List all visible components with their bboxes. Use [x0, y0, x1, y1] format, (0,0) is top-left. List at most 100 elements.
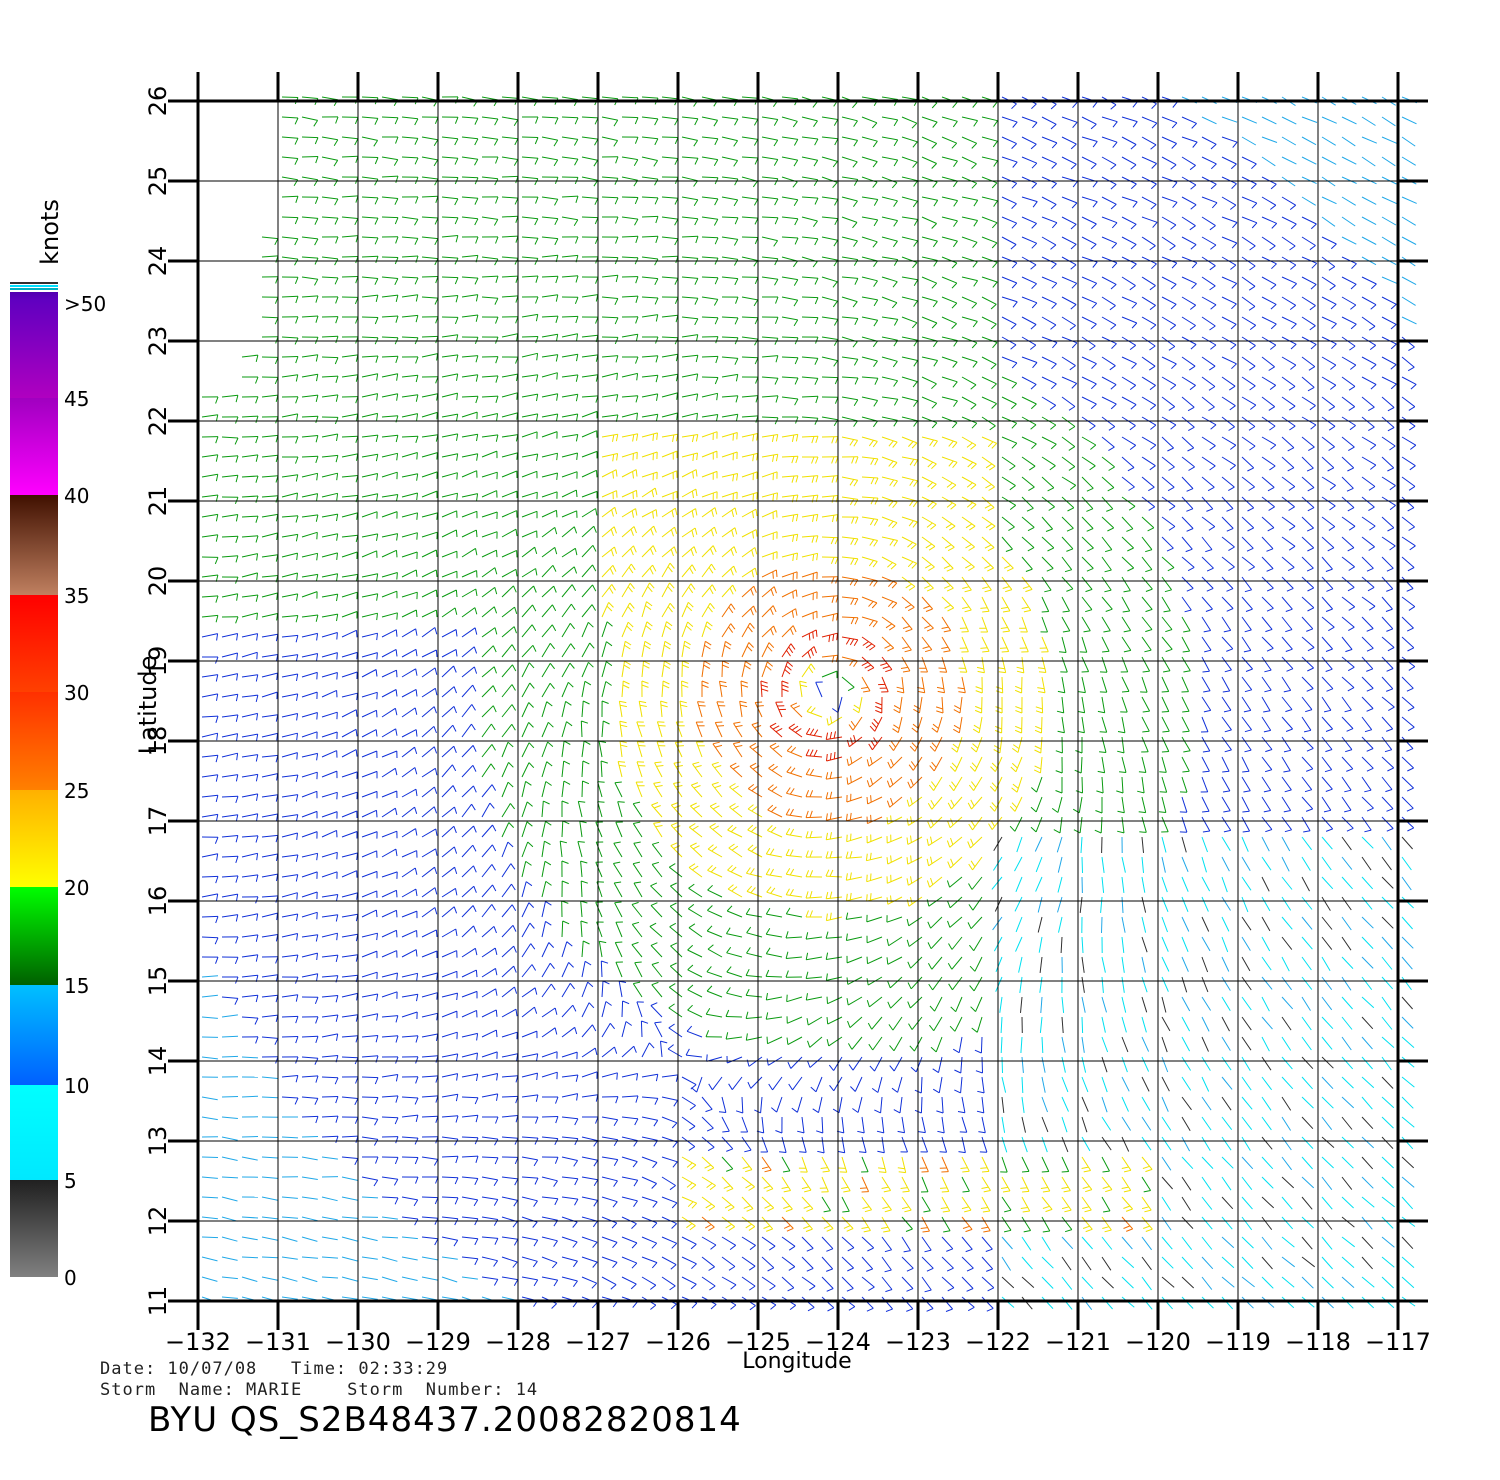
wind-barb [862, 277, 878, 287]
wind-barb [1262, 1197, 1274, 1208]
wind-barb [817, 1137, 824, 1153]
wind-barb [702, 585, 716, 597]
wind-barb [1122, 1037, 1128, 1052]
wind-barb [382, 1237, 398, 1238]
wind-barb [1082, 1177, 1092, 1192]
wind-barb [1042, 1077, 1045, 1093]
wind-barb [1102, 1177, 1112, 1192]
wind-barb [1322, 937, 1332, 950]
wind-barb [1362, 557, 1373, 571]
wind-barb [702, 1137, 714, 1151]
wind-barb [867, 957, 882, 964]
wind-barb [462, 1010, 477, 1017]
wind-barb [1042, 157, 1057, 169]
wind-barb [769, 1077, 782, 1090]
wind-barb [1362, 397, 1374, 411]
wind-barb [462, 948, 477, 957]
legend-top-stripe [10, 285, 58, 287]
wind-barb [1362, 1037, 1373, 1049]
wind-barb [1015, 697, 1022, 713]
wind-barb [1382, 497, 1396, 510]
wind-barb [1202, 1057, 1210, 1071]
wind-barb [362, 891, 377, 898]
wind-barb [382, 295, 398, 302]
wind-barb [1118, 797, 1125, 813]
wind-barb [782, 644, 795, 657]
wind-barb [462, 217, 478, 225]
wind-barb [849, 1057, 862, 1070]
wind-barb [482, 989, 497, 997]
wind-barb [1102, 217, 1117, 228]
wind-barb [1402, 797, 1413, 811]
wind-barb [502, 803, 515, 817]
wind-barb [742, 1277, 755, 1290]
wind-barb [902, 337, 918, 346]
wind-barb [977, 1077, 984, 1093]
wind-barb [402, 629, 417, 637]
wind-barb [826, 932, 842, 939]
wind-barb [1102, 177, 1116, 189]
wind-barb [1202, 857, 1207, 872]
wind-barb [889, 1017, 902, 1030]
wind-barb [1182, 857, 1188, 872]
wind-barb [599, 741, 606, 757]
wind-barb [262, 814, 278, 821]
wind-barb [422, 867, 437, 877]
wind-barb [1282, 597, 1292, 612]
wind-barb [1282, 737, 1291, 752]
wind-barb [262, 835, 278, 842]
wind-barb [782, 397, 798, 405]
wind-barb [1162, 697, 1169, 712]
wind-barb [882, 477, 898, 487]
wind-barb [262, 297, 278, 304]
wind-barb [582, 1072, 597, 1079]
wind-barb [1182, 117, 1197, 128]
wind-barb [722, 117, 738, 125]
wind-barb [762, 317, 778, 324]
wind-barb [422, 435, 438, 442]
wind-barb [1342, 557, 1355, 571]
wind-barb [1021, 1037, 1022, 1053]
wind-barb [939, 657, 947, 672]
wind-barb [822, 1237, 833, 1251]
wind-barb [1242, 1137, 1250, 1151]
wind-barb [1102, 1217, 1111, 1232]
wind-barb [1035, 717, 1042, 733]
wind-barb [1182, 1077, 1191, 1090]
wind-barb [862, 1297, 873, 1311]
wind-barb [802, 476, 818, 483]
wind-barb [722, 1297, 736, 1309]
wind-barb [1402, 617, 1414, 631]
wind-barb [322, 872, 337, 879]
wind-barb [762, 356, 778, 363]
wind-barb [1021, 1197, 1030, 1212]
wind-barb [1015, 717, 1022, 733]
wind-barb [702, 432, 717, 440]
wind-barb [482, 157, 498, 164]
wind-barb [1122, 1257, 1134, 1268]
wind-barb [542, 643, 555, 657]
wind-barb [762, 472, 777, 480]
wind-barb [702, 471, 717, 479]
wind-barb [1180, 777, 1187, 792]
wind-barb [782, 357, 798, 364]
wind-barb [502, 823, 514, 838]
wind-barb [362, 692, 377, 699]
wind-barb [1082, 517, 1093, 531]
wind-barb [542, 881, 552, 897]
wind-barb [642, 661, 650, 677]
wind-barb [622, 434, 638, 442]
wind-barb [822, 137, 838, 145]
wind-barb [442, 706, 457, 717]
wind-barb [1342, 1137, 1354, 1148]
wind-barb [616, 962, 623, 977]
wind-barb [1202, 377, 1215, 390]
wind-barb [962, 437, 976, 449]
wind-barb [462, 866, 476, 877]
wind-barb [1162, 117, 1177, 128]
wind-barb [642, 1177, 657, 1189]
wind-barb [1162, 1177, 1173, 1189]
wind-barb [982, 517, 995, 530]
wind-barb [1262, 537, 1273, 551]
wind-barb [642, 1157, 657, 1168]
